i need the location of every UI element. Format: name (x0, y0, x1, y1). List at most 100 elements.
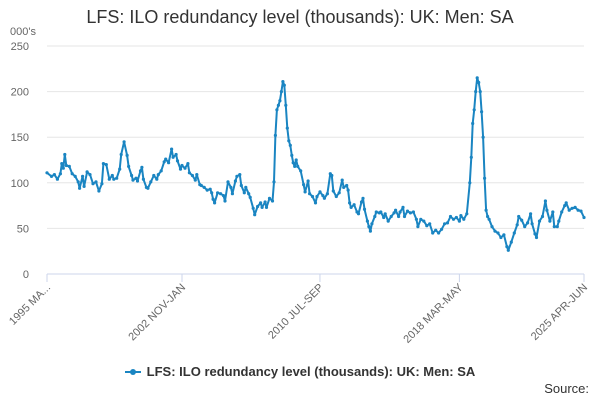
data-point[interactable] (478, 90, 482, 94)
data-point[interactable] (299, 169, 303, 173)
data-point[interactable] (490, 225, 494, 229)
data-point[interactable] (170, 147, 174, 151)
data-point[interactable] (475, 76, 479, 80)
data-point[interactable] (49, 174, 54, 178)
data-point[interactable] (422, 219, 426, 223)
data-point[interactable] (63, 152, 67, 157)
data-point[interactable] (226, 180, 230, 184)
data-point[interactable] (290, 153, 294, 157)
data-point[interactable] (235, 174, 239, 178)
data-point[interactable] (534, 235, 539, 240)
data-point[interactable] (398, 210, 402, 214)
data-point[interactable] (526, 221, 530, 225)
data-point[interactable] (389, 214, 393, 219)
data-point[interactable] (337, 191, 341, 195)
data-point[interactable] (199, 183, 203, 188)
data-point[interactable] (505, 245, 509, 249)
data-point[interactable] (401, 205, 405, 209)
data-point[interactable] (67, 164, 71, 168)
data-point[interactable] (563, 204, 567, 208)
data-point[interactable] (115, 176, 119, 180)
data-point[interactable] (273, 133, 277, 137)
data-point[interactable] (567, 208, 571, 212)
data-point[interactable] (468, 181, 472, 185)
data-point[interactable] (91, 182, 95, 186)
data-point[interactable] (543, 199, 548, 203)
data-point[interactable] (263, 200, 267, 204)
data-point[interactable] (247, 192, 251, 196)
data-point[interactable] (291, 161, 295, 165)
data-point[interactable] (392, 211, 396, 215)
data-point[interactable] (85, 170, 89, 174)
data-point[interactable] (238, 173, 242, 177)
data-point[interactable] (448, 214, 453, 219)
data-point[interactable] (180, 163, 184, 168)
data-point[interactable] (368, 229, 372, 233)
data-point[interactable] (348, 201, 352, 205)
data-point[interactable] (233, 179, 237, 183)
data-point[interactable] (365, 219, 369, 223)
data-point[interactable] (582, 215, 586, 220)
data-point[interactable] (134, 176, 138, 180)
data-point[interactable] (555, 225, 559, 229)
data-point[interactable] (361, 196, 365, 200)
data-point[interactable] (487, 217, 491, 221)
data-point[interactable] (303, 190, 307, 194)
data-point[interactable] (419, 217, 423, 221)
data-point[interactable] (293, 164, 297, 168)
data-point[interactable] (81, 174, 85, 178)
data-point[interactable] (359, 200, 364, 204)
data-point[interactable] (506, 248, 510, 252)
data-point[interactable] (285, 126, 289, 130)
data-point[interactable] (278, 99, 282, 103)
data-point[interactable] (520, 218, 524, 222)
data-point[interactable] (313, 201, 318, 205)
data-point[interactable] (408, 211, 412, 215)
data-point[interactable] (270, 199, 275, 203)
data-point[interactable] (164, 157, 168, 161)
data-point[interactable] (397, 214, 401, 219)
data-point[interactable] (193, 178, 197, 182)
data-point[interactable] (310, 194, 315, 199)
data-point[interactable] (570, 206, 574, 210)
data-point[interactable] (308, 192, 312, 196)
data-point[interactable] (107, 177, 111, 181)
data-point[interactable] (523, 225, 527, 229)
data-point[interactable] (287, 139, 291, 143)
data-point[interactable] (294, 158, 298, 162)
data-point[interactable] (454, 215, 458, 220)
data-point[interactable] (248, 195, 252, 199)
data-point[interactable] (275, 108, 279, 112)
data-point[interactable] (211, 197, 215, 201)
data-point[interactable] (502, 233, 506, 237)
data-point[interactable] (187, 171, 191, 175)
data-point[interactable] (229, 185, 233, 189)
data-point[interactable] (373, 214, 377, 219)
data-point[interactable] (352, 203, 356, 207)
data-point[interactable] (82, 184, 86, 188)
data-point[interactable] (259, 201, 263, 205)
data-point[interactable] (379, 210, 383, 214)
data-point[interactable] (279, 90, 283, 94)
data-point[interactable] (451, 217, 456, 221)
data-point[interactable] (484, 208, 488, 212)
data-point[interactable] (552, 225, 556, 229)
data-point[interactable] (296, 164, 300, 168)
data-point[interactable] (437, 231, 441, 235)
data-point[interactable] (140, 165, 144, 169)
data-point[interactable] (414, 217, 418, 221)
data-point[interactable] (118, 167, 122, 171)
data-point[interactable] (428, 222, 432, 226)
data-point[interactable] (70, 172, 74, 176)
data-point[interactable] (202, 185, 206, 189)
data-point[interactable] (276, 103, 280, 107)
data-point[interactable] (469, 155, 473, 159)
data-point[interactable] (405, 209, 410, 213)
data-point[interactable] (64, 163, 68, 168)
data-point[interactable] (60, 162, 64, 166)
data-point[interactable] (190, 173, 194, 178)
data-point[interactable] (321, 194, 325, 198)
data-point[interactable] (551, 210, 555, 214)
data-point[interactable] (167, 161, 171, 165)
data-point[interactable] (223, 199, 227, 203)
